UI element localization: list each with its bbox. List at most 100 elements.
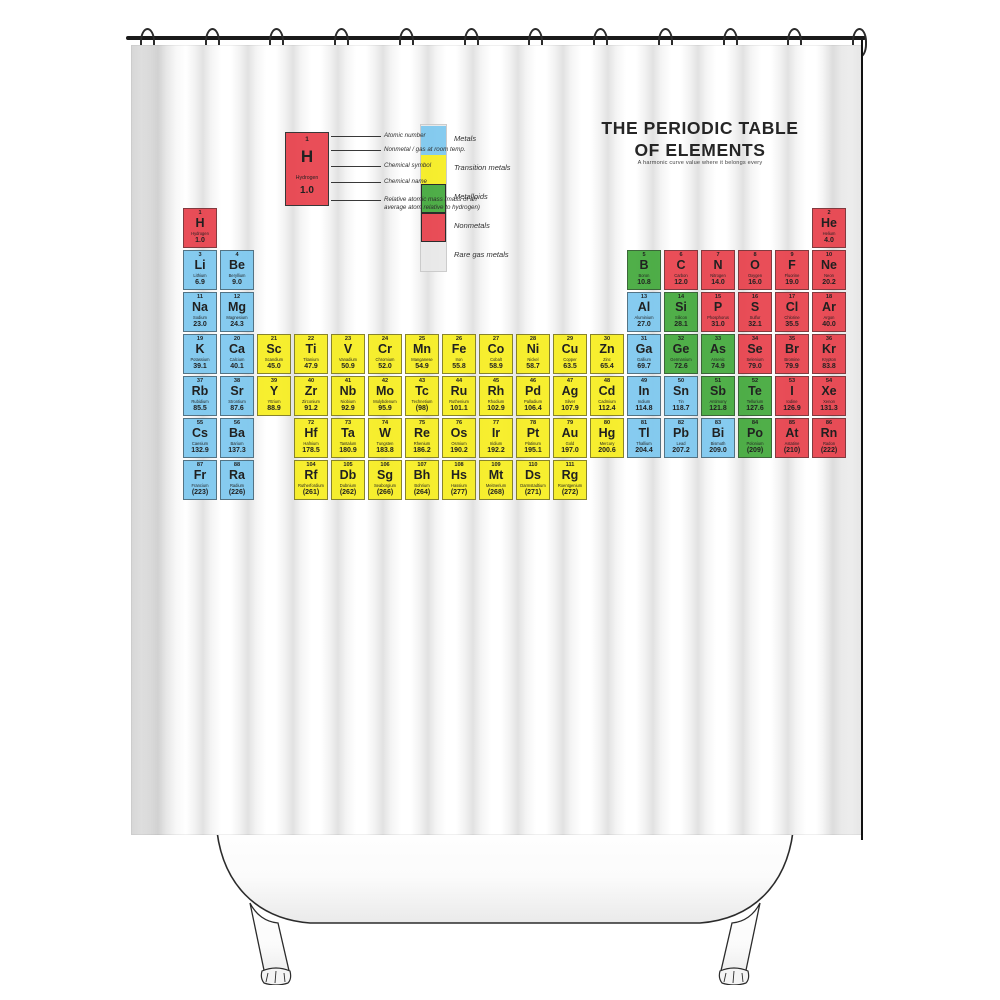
element-cell-Fe: 26 Fe Iron 55.8 bbox=[442, 334, 476, 374]
element-symbol: Ba bbox=[229, 426, 245, 440]
element-atomic-number: 37 bbox=[196, 378, 204, 384]
element-atomic-number: 7 bbox=[716, 252, 720, 258]
element-mass: 209.0 bbox=[709, 447, 727, 454]
element-name: Molybdenum bbox=[373, 399, 397, 404]
element-mass: 83.8 bbox=[822, 363, 836, 370]
element-symbol: Kr bbox=[822, 342, 836, 356]
element-mass: 74.9 bbox=[711, 363, 725, 370]
element-mass: 88.9 bbox=[267, 405, 281, 412]
element-symbol: Y bbox=[269, 384, 279, 398]
element-symbol: As bbox=[710, 342, 726, 356]
element-symbol: Rf bbox=[304, 468, 318, 482]
element-name: Radium bbox=[229, 483, 245, 488]
element-atomic-number: 28 bbox=[529, 336, 537, 342]
element-mass: 10.8 bbox=[637, 279, 651, 286]
element-atomic-number: 34 bbox=[751, 336, 759, 342]
element-atomic-number: 26 bbox=[455, 336, 463, 342]
element-mass: 95.9 bbox=[378, 405, 392, 412]
element-cell-Cu: 29 Cu Copper 63.5 bbox=[553, 334, 587, 374]
element-cell-Mg: 12 Mg Magnesium 24.3 bbox=[220, 292, 254, 332]
element-symbol: Cu bbox=[561, 342, 579, 356]
element-symbol: Ds bbox=[525, 468, 541, 482]
element-symbol: Cr bbox=[378, 342, 392, 356]
element-cell-Sg: 106 Sg Seaborgium (266) bbox=[368, 460, 402, 500]
element-atomic-number: 74 bbox=[381, 420, 389, 426]
element-cell-Cl: 17 Cl Chlorine 35.5 bbox=[775, 292, 809, 332]
element-symbol: V bbox=[343, 342, 353, 356]
element-mass: 9.0 bbox=[232, 279, 242, 286]
element-atomic-number: 111 bbox=[565, 462, 575, 468]
element-atomic-number: 110 bbox=[528, 462, 538, 468]
element-symbol: Sb bbox=[710, 384, 726, 398]
element-symbol: Br bbox=[785, 342, 799, 356]
element-atomic-number: 16 bbox=[751, 294, 759, 300]
element-name: Sodium bbox=[193, 315, 207, 320]
periodic-table-grid: 1 H Hydrogen 1.0 2 He Helium 4.0 3 Li Lithium 6.9 4 B… bbox=[165, 150, 846, 670]
element-mass: 24.3 bbox=[230, 321, 244, 328]
callout-leader-line bbox=[331, 136, 381, 137]
element-name: Gallium bbox=[637, 357, 651, 362]
element-mass: 92.9 bbox=[341, 405, 355, 412]
callout-label: Relative atomic mass (mass of an average… bbox=[384, 196, 480, 211]
element-mass: 178.5 bbox=[302, 447, 320, 454]
element-cell-Ge: 32 Ge Germanium 72.6 bbox=[664, 334, 698, 374]
element-cell-Al: 13 Al Aluminium 27.0 bbox=[627, 292, 661, 332]
element-mass: 79.0 bbox=[748, 363, 762, 370]
element-name: Potassium bbox=[190, 357, 210, 362]
element-symbol: Hg bbox=[598, 426, 616, 440]
element-mass: 101.1 bbox=[450, 405, 468, 412]
element-name: Copper bbox=[563, 357, 577, 362]
element-mass: 137.3 bbox=[228, 447, 246, 454]
element-mass: (209) bbox=[746, 447, 764, 454]
element-atomic-number: 14 bbox=[677, 294, 685, 300]
element-name: Gold bbox=[565, 441, 575, 446]
element-atomic-number: 35 bbox=[788, 336, 796, 342]
element-cell-K: 19 K Potassium 39.1 bbox=[183, 334, 217, 374]
element-mass: 50.9 bbox=[341, 363, 355, 370]
element-name: Polonium bbox=[746, 441, 764, 446]
element-atomic-number: 24 bbox=[381, 336, 389, 342]
element-name: Chlorine bbox=[784, 315, 800, 320]
callout-leader-line bbox=[331, 200, 381, 201]
element-symbol: Zr bbox=[304, 384, 318, 398]
element-atomic-number: 9 bbox=[790, 252, 794, 258]
element-cell-Re: 75 Re Rhenium 186.2 bbox=[405, 418, 439, 458]
element-atomic-number: 48 bbox=[603, 378, 611, 384]
element-mass: 132.9 bbox=[191, 447, 209, 454]
element-atomic-number: 51 bbox=[714, 378, 722, 384]
legend-swatch-nonmetals bbox=[421, 213, 446, 242]
element-symbol: Sr bbox=[230, 384, 244, 398]
element-cell-Ne: 10 Ne Neon 20.2 bbox=[812, 250, 846, 290]
element-cell-Be: 4 Be Beryllium 9.0 bbox=[220, 250, 254, 290]
legend-swatch-metals bbox=[421, 126, 446, 155]
curtain-right-edge bbox=[861, 40, 863, 840]
element-cell-Na: 11 Na Sodium 23.0 bbox=[183, 292, 217, 332]
element-cell-Rg: 111 Rg Roentgenium (272) bbox=[553, 460, 587, 500]
element-symbol: Bi bbox=[711, 426, 725, 440]
element-name: Iron bbox=[455, 357, 463, 362]
element-cell-Zn: 30 Zn Zinc 65.4 bbox=[590, 334, 624, 374]
element-cell-H: 1 H Hydrogen 1.0 bbox=[183, 208, 217, 248]
element-cell-At: 85 At Astatine (210) bbox=[775, 418, 809, 458]
element-cell-Os: 76 Os Osmium 190.2 bbox=[442, 418, 476, 458]
element-name: Hassium bbox=[451, 483, 467, 488]
element-symbol: Xe bbox=[821, 384, 837, 398]
element-name: Meitnerium bbox=[485, 483, 507, 488]
element-symbol: S bbox=[750, 300, 760, 314]
legend-swatch-metalloids bbox=[421, 184, 446, 213]
element-cell-Si: 14 Si Silicon 28.1 bbox=[664, 292, 698, 332]
element-atomic-number: 52 bbox=[751, 378, 759, 384]
element-atomic-number: 10 bbox=[825, 252, 833, 258]
element-cell-In: 49 In Indium 114.8 bbox=[627, 376, 661, 416]
print-subtitle: A harmonic curve value where it belongs … bbox=[637, 160, 763, 166]
element-cell-Cs: 55 Cs Caesium 132.9 bbox=[183, 418, 217, 458]
element-name: Nitrogen bbox=[710, 273, 726, 278]
element-atomic-number: 105 bbox=[343, 462, 353, 468]
element-mass: 14.0 bbox=[711, 279, 725, 286]
element-symbol: P bbox=[713, 300, 723, 314]
element-atomic-number: 33 bbox=[714, 336, 722, 342]
element-symbol: Po bbox=[747, 426, 763, 440]
element-name: Niobium bbox=[340, 399, 356, 404]
element-cell-Pt: 78 Pt Platinum 195.1 bbox=[516, 418, 550, 458]
element-name: Antimony bbox=[709, 399, 727, 404]
